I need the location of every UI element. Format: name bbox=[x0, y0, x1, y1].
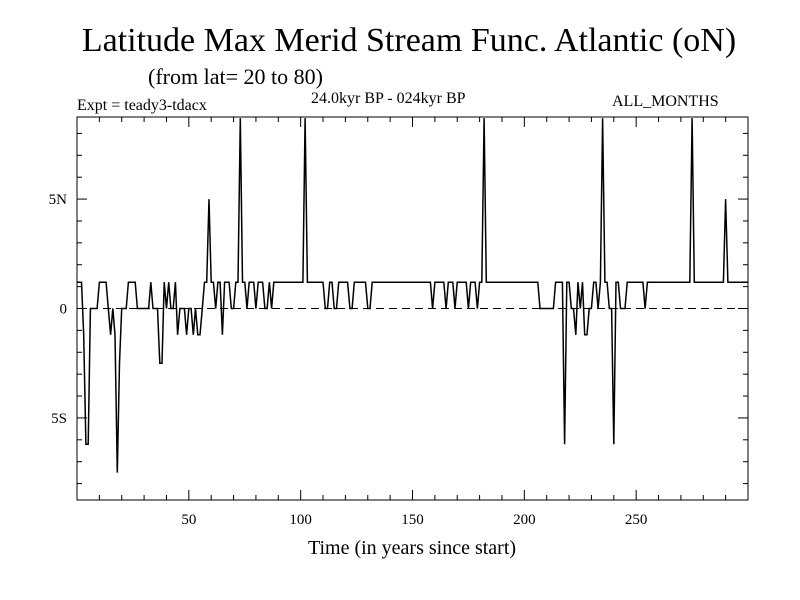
y-tick-label: 5S bbox=[51, 411, 67, 427]
chart-subtitle: (from lat= 20 to 80) bbox=[148, 64, 323, 89]
x-tick-label: 200 bbox=[513, 512, 536, 528]
period-label: 24.0kyr BP - 024kyr BP bbox=[311, 90, 466, 107]
y-tick-label: 0 bbox=[60, 302, 68, 318]
chart-title: Latitude Max Merid Stream Func. Atlantic… bbox=[81, 22, 737, 59]
y-tick-label: 5N bbox=[49, 192, 68, 208]
months-label: ALL_MONTHS bbox=[612, 93, 719, 110]
plot-frame bbox=[76, 116, 749, 501]
x-tick-label: 250 bbox=[625, 512, 648, 528]
experiment-label: Expt = teady3-tdacx bbox=[77, 97, 207, 114]
x-tick-label: 150 bbox=[401, 512, 424, 528]
x-axis-label: Time (in years since start) bbox=[307, 537, 517, 559]
x-tick-label: 100 bbox=[289, 512, 312, 528]
x-tick-label: 50 bbox=[181, 512, 196, 528]
axis-ticks: 50 100 150 200 250 5S 0 5N bbox=[49, 117, 748, 528]
series-line bbox=[77, 118, 748, 473]
